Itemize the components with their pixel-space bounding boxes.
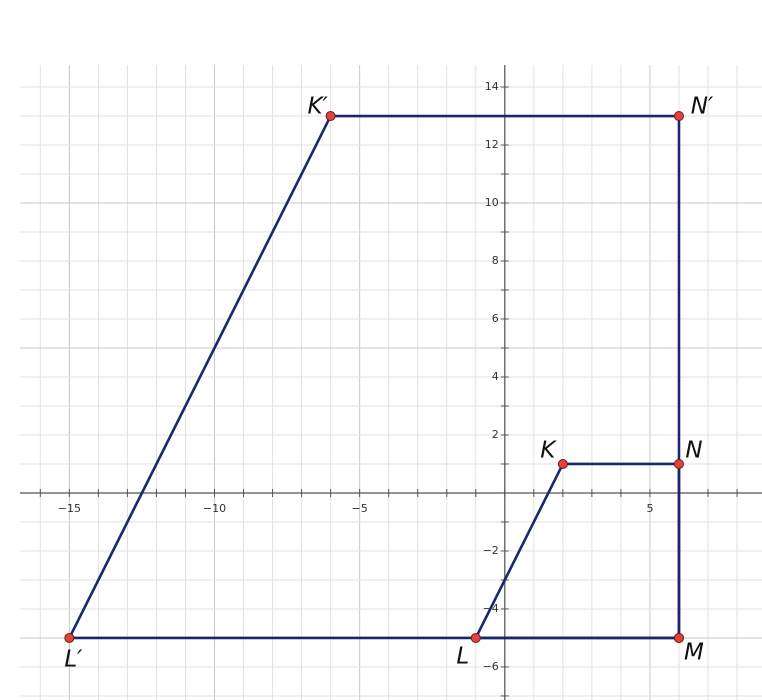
vertex-label: K′	[307, 94, 328, 120]
vertex-label: L′	[64, 646, 83, 672]
vertex	[557, 458, 568, 469]
vertex-label: L	[456, 643, 469, 669]
y-tick-label: −2	[483, 544, 499, 557]
y-tick-label: 6	[492, 312, 499, 325]
y-tick-label: 10	[485, 196, 499, 209]
vertex-label: K	[540, 437, 557, 463]
vertex	[673, 458, 684, 469]
vertex-label: N	[685, 437, 702, 463]
vertex	[673, 632, 684, 643]
vertex	[673, 111, 684, 122]
x-tick-label: −10	[203, 502, 226, 515]
y-tick-label: 8	[492, 254, 499, 267]
y-tick-label: 2	[492, 428, 499, 441]
vertex	[470, 632, 481, 643]
vertex-label: N′	[691, 94, 714, 120]
vertex	[64, 632, 75, 643]
x-tick-label: 5	[646, 502, 653, 515]
y-tick-label: 14	[485, 80, 499, 93]
x-tick-label: −15	[58, 502, 81, 515]
y-tick-label: −6	[483, 660, 499, 673]
vertex	[325, 111, 336, 122]
vertex-label: M	[684, 639, 704, 665]
y-tick-label: 4	[492, 370, 499, 383]
x-tick-label: −5	[352, 502, 368, 515]
y-tick-label: 12	[485, 138, 499, 151]
